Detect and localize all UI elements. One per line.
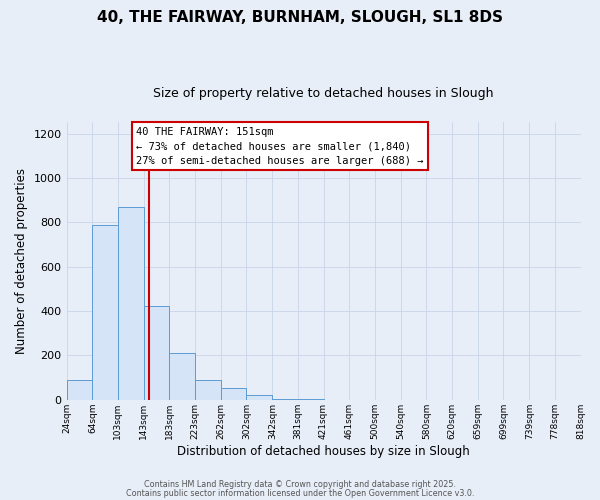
Bar: [92, 224, 118, 400]
Title: Size of property relative to detached houses in Slough: Size of property relative to detached ho…: [153, 88, 494, 101]
Bar: [169, 353, 196, 400]
Bar: [247, 396, 272, 400]
Bar: [118, 207, 143, 400]
Bar: [298, 399, 323, 400]
Bar: [67, 380, 92, 400]
Y-axis label: Number of detached properties: Number of detached properties: [15, 168, 28, 354]
Text: Contains HM Land Registry data © Crown copyright and database right 2025.: Contains HM Land Registry data © Crown c…: [144, 480, 456, 489]
Bar: [196, 380, 221, 400]
Text: 40 THE FAIRWAY: 151sqm
← 73% of detached houses are smaller (1,840)
27% of semi-: 40 THE FAIRWAY: 151sqm ← 73% of detached…: [136, 126, 424, 166]
Bar: [143, 306, 169, 400]
Text: 40, THE FAIRWAY, BURNHAM, SLOUGH, SL1 8DS: 40, THE FAIRWAY, BURNHAM, SLOUGH, SL1 8D…: [97, 10, 503, 25]
Text: Contains public sector information licensed under the Open Government Licence v3: Contains public sector information licen…: [126, 488, 474, 498]
Bar: [221, 388, 247, 400]
Bar: [272, 398, 298, 400]
X-axis label: Distribution of detached houses by size in Slough: Distribution of detached houses by size …: [177, 444, 470, 458]
